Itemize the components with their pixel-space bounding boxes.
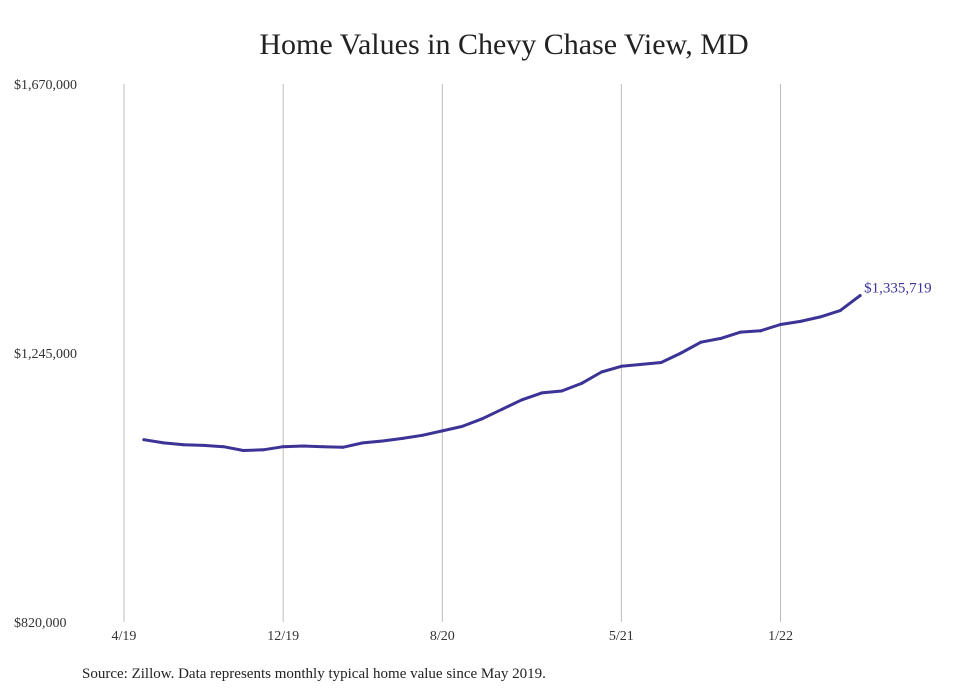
data-point xyxy=(699,340,703,344)
data-point xyxy=(281,445,285,449)
x-tick-label: 12/19 xyxy=(267,629,299,644)
data-point xyxy=(858,294,862,298)
x-tick-label: 1/22 xyxy=(768,629,793,644)
chart-title: Home Values in Chevy Chase View, MD xyxy=(259,28,749,61)
x-tick-label: 4/19 xyxy=(112,629,137,644)
data-point xyxy=(679,351,683,355)
data-point xyxy=(301,444,305,448)
data-point xyxy=(460,424,464,428)
y-tick-label: $1,245,000 xyxy=(14,347,77,362)
data-point xyxy=(818,315,822,319)
source-note: Source: Zillow. Data represents monthly … xyxy=(82,666,546,682)
data-point xyxy=(420,433,424,437)
data-point xyxy=(401,436,405,440)
data-point xyxy=(580,381,584,385)
data-point xyxy=(381,439,385,443)
data-point xyxy=(798,319,802,323)
data-point xyxy=(261,448,265,452)
data-point xyxy=(619,364,623,368)
data-point xyxy=(759,329,763,333)
data-point xyxy=(838,309,842,313)
data-point xyxy=(480,417,484,421)
data-point xyxy=(341,445,345,449)
data-point xyxy=(162,441,166,445)
data-point xyxy=(639,362,643,366)
data-point xyxy=(779,323,783,327)
data-point xyxy=(599,370,603,374)
x-tick-label: 5/21 xyxy=(609,629,634,644)
data-point xyxy=(202,443,206,447)
series-layer xyxy=(142,294,862,452)
y-axis: $820,000 $1,245,000 $1,670,000 xyxy=(14,78,77,631)
data-point xyxy=(560,389,564,393)
data-point xyxy=(221,445,225,449)
data-point xyxy=(540,391,544,395)
data-point xyxy=(142,438,146,442)
y-tick-label: $1,670,000 xyxy=(14,78,77,93)
data-point xyxy=(500,407,504,411)
data-point xyxy=(361,441,365,445)
data-point xyxy=(440,429,444,433)
x-tick-label: 8/20 xyxy=(430,629,455,644)
last-value-label: $1,335,719 xyxy=(864,281,932,297)
series-line xyxy=(142,294,862,452)
vertical-gridlines xyxy=(123,84,782,622)
y-tick-label: $820,000 xyxy=(14,616,67,631)
data-point xyxy=(321,445,325,449)
data-point xyxy=(241,448,245,452)
data-point xyxy=(520,398,524,402)
x-axis: 4/19 12/19 8/20 5/21 1/22 xyxy=(112,629,793,644)
data-point xyxy=(182,443,186,447)
data-point xyxy=(659,360,663,364)
data-point xyxy=(719,336,723,340)
data-point xyxy=(739,330,743,334)
